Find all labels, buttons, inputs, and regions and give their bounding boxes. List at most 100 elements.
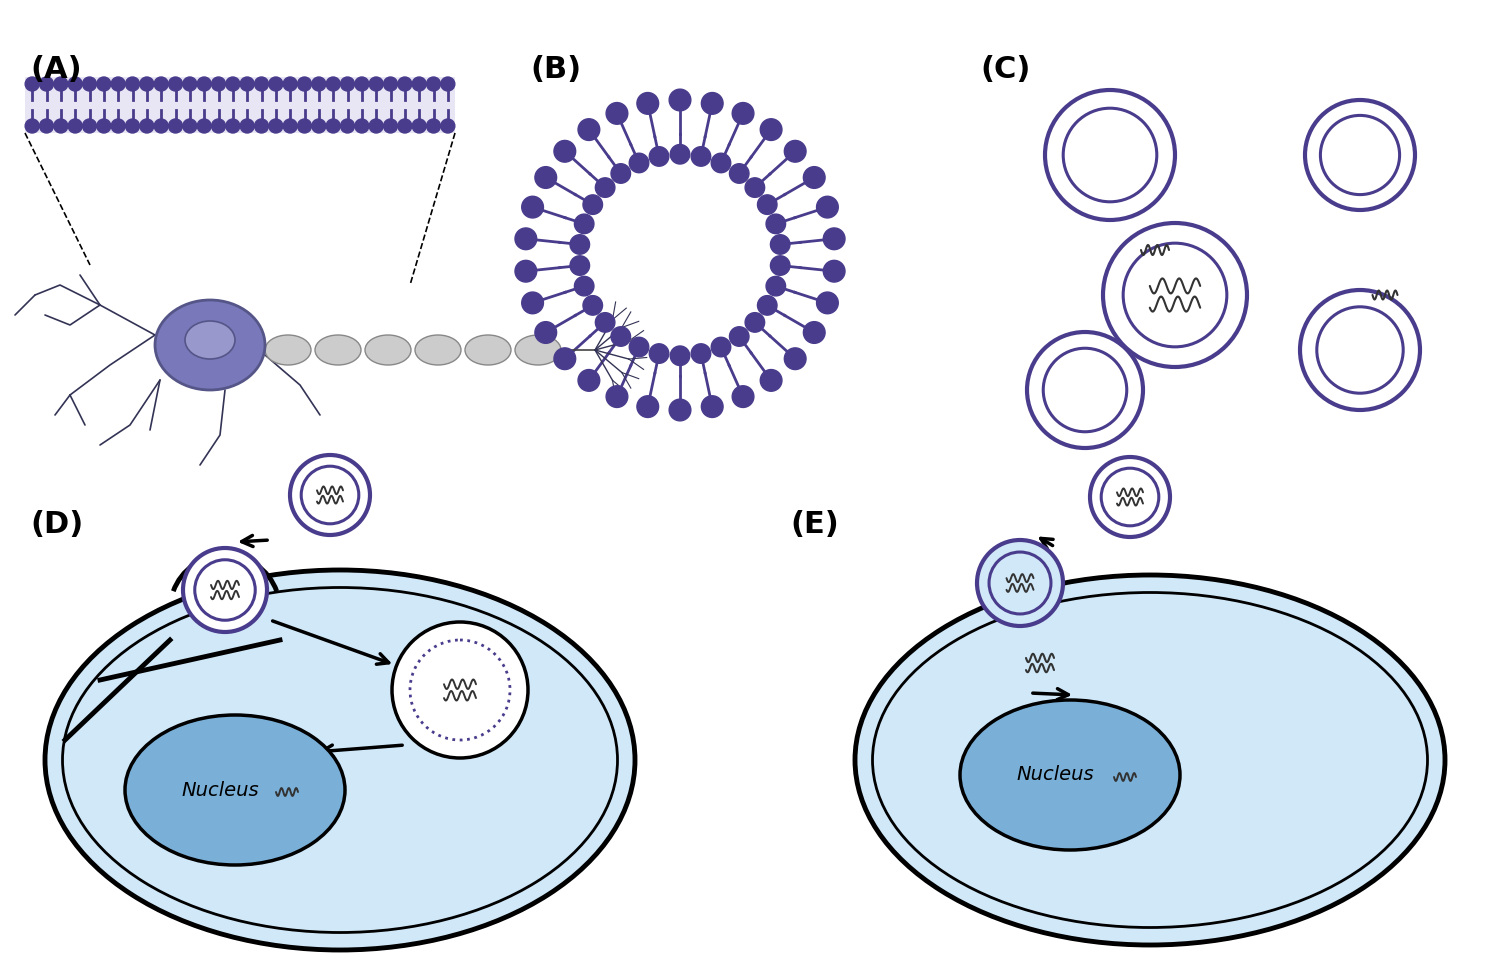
Circle shape bbox=[578, 370, 600, 391]
Circle shape bbox=[1046, 90, 1174, 220]
Circle shape bbox=[732, 102, 754, 124]
Circle shape bbox=[195, 560, 255, 620]
Text: Nucleus: Nucleus bbox=[1016, 766, 1094, 785]
Circle shape bbox=[1102, 223, 1246, 367]
Circle shape bbox=[39, 77, 54, 91]
Circle shape bbox=[369, 77, 382, 91]
Circle shape bbox=[410, 640, 510, 740]
Circle shape bbox=[356, 119, 369, 133]
Circle shape bbox=[824, 260, 844, 282]
Text: (B): (B) bbox=[530, 55, 580, 84]
Circle shape bbox=[784, 348, 806, 370]
Circle shape bbox=[650, 146, 669, 166]
Circle shape bbox=[771, 235, 790, 254]
Circle shape bbox=[771, 256, 790, 275]
Circle shape bbox=[98, 119, 111, 133]
Ellipse shape bbox=[45, 570, 634, 950]
Ellipse shape bbox=[855, 575, 1444, 945]
Circle shape bbox=[758, 195, 777, 214]
Circle shape bbox=[111, 119, 125, 133]
Circle shape bbox=[578, 119, 600, 141]
Circle shape bbox=[522, 196, 543, 218]
Circle shape bbox=[816, 292, 839, 314]
Circle shape bbox=[574, 276, 594, 296]
Circle shape bbox=[766, 214, 786, 233]
Ellipse shape bbox=[124, 715, 345, 865]
Circle shape bbox=[226, 119, 240, 133]
Circle shape bbox=[584, 295, 603, 315]
Circle shape bbox=[26, 77, 39, 91]
Text: (E): (E) bbox=[790, 510, 838, 539]
Circle shape bbox=[82, 77, 96, 91]
Text: (D): (D) bbox=[30, 510, 84, 539]
Text: (C): (C) bbox=[980, 55, 1030, 84]
Circle shape bbox=[988, 552, 1052, 614]
Circle shape bbox=[98, 77, 111, 91]
Circle shape bbox=[692, 146, 711, 166]
Circle shape bbox=[760, 370, 782, 391]
Circle shape bbox=[154, 119, 168, 133]
Circle shape bbox=[670, 144, 690, 164]
Circle shape bbox=[746, 178, 765, 197]
Circle shape bbox=[729, 327, 748, 346]
Circle shape bbox=[340, 119, 354, 133]
Circle shape bbox=[1305, 100, 1414, 210]
Circle shape bbox=[398, 77, 412, 91]
Circle shape bbox=[183, 548, 267, 632]
Circle shape bbox=[290, 455, 370, 535]
Circle shape bbox=[669, 400, 692, 421]
Circle shape bbox=[268, 119, 284, 133]
Circle shape bbox=[1320, 116, 1400, 195]
Circle shape bbox=[596, 313, 615, 332]
Circle shape bbox=[356, 77, 369, 91]
Circle shape bbox=[297, 119, 312, 133]
Circle shape bbox=[226, 77, 240, 91]
Circle shape bbox=[111, 77, 125, 91]
Circle shape bbox=[650, 344, 669, 363]
Circle shape bbox=[183, 119, 196, 133]
Circle shape bbox=[570, 256, 590, 275]
Circle shape bbox=[536, 321, 556, 343]
Circle shape bbox=[312, 77, 326, 91]
Ellipse shape bbox=[514, 335, 561, 365]
Circle shape bbox=[168, 77, 183, 91]
Circle shape bbox=[1042, 348, 1126, 432]
Circle shape bbox=[312, 119, 326, 133]
Circle shape bbox=[126, 119, 140, 133]
Circle shape bbox=[554, 141, 576, 163]
Circle shape bbox=[766, 276, 786, 296]
Circle shape bbox=[1317, 307, 1402, 393]
Circle shape bbox=[284, 77, 297, 91]
Circle shape bbox=[196, 77, 211, 91]
Circle shape bbox=[525, 100, 836, 410]
Circle shape bbox=[702, 396, 723, 418]
Circle shape bbox=[606, 386, 628, 407]
Circle shape bbox=[630, 337, 650, 357]
Circle shape bbox=[610, 327, 630, 346]
Circle shape bbox=[816, 196, 839, 218]
Circle shape bbox=[340, 77, 354, 91]
Circle shape bbox=[638, 396, 658, 418]
Circle shape bbox=[284, 119, 297, 133]
Circle shape bbox=[126, 77, 140, 91]
Ellipse shape bbox=[465, 335, 512, 365]
Circle shape bbox=[758, 295, 777, 315]
Circle shape bbox=[384, 77, 398, 91]
Circle shape bbox=[369, 119, 382, 133]
Circle shape bbox=[746, 313, 765, 332]
Circle shape bbox=[522, 292, 543, 314]
Text: (A): (A) bbox=[30, 55, 81, 84]
Circle shape bbox=[574, 214, 594, 233]
Circle shape bbox=[670, 346, 690, 365]
Circle shape bbox=[240, 77, 254, 91]
Circle shape bbox=[804, 321, 825, 343]
Ellipse shape bbox=[364, 335, 411, 365]
Circle shape bbox=[240, 119, 254, 133]
Circle shape bbox=[606, 102, 628, 124]
Ellipse shape bbox=[315, 335, 362, 365]
Circle shape bbox=[729, 163, 748, 184]
Circle shape bbox=[384, 119, 398, 133]
Circle shape bbox=[1028, 332, 1143, 448]
Circle shape bbox=[1101, 468, 1160, 526]
Ellipse shape bbox=[416, 335, 460, 365]
